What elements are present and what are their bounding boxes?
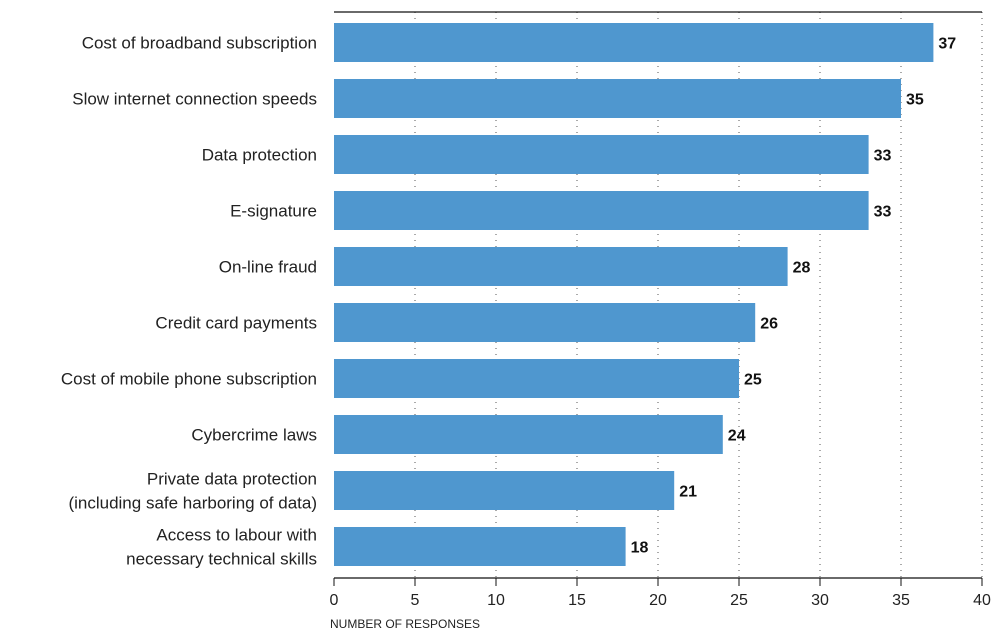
category-labels: Cost of broadband subscription Slow inter… — [61, 34, 317, 569]
x-tick-label-40: 40 — [973, 592, 991, 609]
bar-8 — [334, 471, 675, 510]
bar-5 — [334, 303, 756, 342]
value-label-0: 37 — [938, 36, 956, 53]
bar-3 — [334, 191, 869, 230]
category-label-1: Slow internet connection speeds — [72, 90, 317, 109]
x-axis-title: NUMBER OF RESPONSES — [330, 617, 480, 631]
bar-0 — [334, 23, 934, 62]
x-axis-ticks: 0 5 10 15 20 25 30 35 40 — [330, 578, 991, 609]
category-label-2: Data protection — [202, 146, 317, 165]
category-label-8-line-0: Private data protection — [147, 470, 317, 489]
category-label-7: Cybercrime laws — [191, 426, 317, 445]
bar-2 — [334, 135, 869, 174]
bar-6 — [334, 359, 739, 398]
value-label-3: 33 — [874, 204, 892, 221]
bar-7 — [334, 415, 723, 454]
value-label-8: 21 — [679, 484, 697, 501]
value-label-9: 18 — [631, 540, 649, 557]
value-label-1: 35 — [906, 92, 924, 109]
gridlines — [414, 12, 983, 578]
value-label-5: 26 — [760, 316, 778, 333]
category-label-6: Cost of mobile phone subscription — [61, 370, 317, 389]
bar-4 — [334, 247, 788, 286]
x-tick-label-5: 5 — [411, 592, 420, 609]
category-label-3: E-signature — [230, 202, 317, 221]
value-label-4: 28 — [793, 260, 811, 277]
x-tick-label-15: 15 — [568, 592, 586, 609]
x-tick-label-10: 10 — [487, 592, 505, 609]
x-tick-label-30: 30 — [811, 592, 829, 609]
category-label-9-line-1: necessary technical skills — [126, 550, 317, 569]
x-tick-label-25: 25 — [730, 592, 748, 609]
value-label-7: 24 — [728, 428, 746, 445]
bars: 37 35 33 33 28 26 25 24 21 18 — [334, 23, 956, 566]
category-label-9-line-0: Access to labour with — [156, 526, 317, 545]
category-label-5: Credit card payments — [155, 314, 317, 333]
category-label-4: On-line fraud — [219, 258, 317, 277]
value-label-2: 33 — [874, 148, 892, 165]
x-tick-label-35: 35 — [892, 592, 910, 609]
category-label-0: Cost of broadband subscription — [82, 34, 317, 53]
x-tick-label-0: 0 — [330, 592, 339, 609]
bar-9 — [334, 527, 626, 566]
x-tick-label-20: 20 — [649, 592, 667, 609]
bar-1 — [334, 79, 901, 118]
category-label-8-line-1: (including safe harboring of data) — [68, 494, 317, 513]
value-label-6: 25 — [744, 372, 762, 389]
